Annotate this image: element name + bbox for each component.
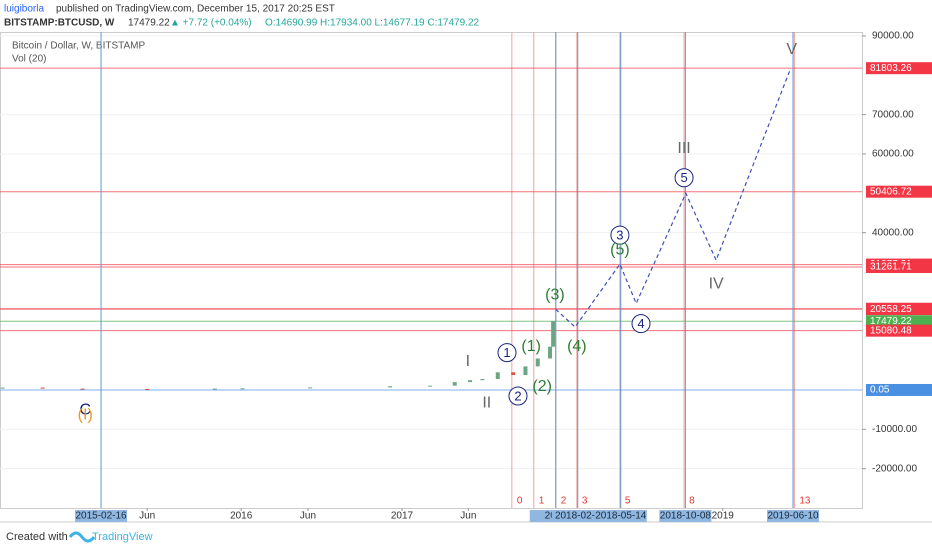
x-tick-label: Jun xyxy=(300,511,316,522)
wave-label: 2 xyxy=(514,388,521,403)
volume-label: Vol (20) xyxy=(12,54,46,65)
candle xyxy=(535,358,540,367)
candle xyxy=(511,372,516,376)
price-level-label: 17479.22 xyxy=(870,316,912,327)
wave-label: (2) xyxy=(532,378,552,395)
candle xyxy=(388,386,393,388)
wave-label: (1) xyxy=(521,338,541,355)
change: ▲ +7.72 (+0.04%) xyxy=(170,18,252,29)
candle xyxy=(80,388,85,390)
price-level-label: 0.05 xyxy=(870,385,890,396)
x-tick-label: 2019 xyxy=(712,511,735,522)
candle xyxy=(548,346,553,359)
y-tick-label: 60000.00 xyxy=(872,149,914,160)
date-label: 2018-10-08 xyxy=(660,511,712,522)
fib-time-label: 5 xyxy=(625,496,631,507)
wave-label: V xyxy=(786,41,797,58)
date-tag xyxy=(767,510,820,522)
candle xyxy=(40,387,45,389)
fib-time-label: 1 xyxy=(539,496,545,507)
price-level-tag xyxy=(866,315,932,328)
x-tick-label: Jun xyxy=(460,511,476,522)
wave-circle xyxy=(631,314,651,334)
candle xyxy=(551,321,556,347)
x-tick-label: 2016 xyxy=(230,511,253,522)
price-level-tag xyxy=(866,383,932,396)
candle xyxy=(495,372,500,379)
candle xyxy=(212,388,217,390)
fib-time-label: 2 xyxy=(561,496,567,507)
candle xyxy=(523,366,528,376)
candle xyxy=(428,385,433,387)
projection-path xyxy=(555,71,791,328)
candle xyxy=(0,387,5,389)
published: published on TradingView.com, December 1… xyxy=(56,4,335,15)
wave-circle xyxy=(610,225,630,245)
date-label: 2018-02-0 xyxy=(555,511,601,522)
wave-label: 1 xyxy=(503,345,510,360)
brand[interactable]: TradingView xyxy=(92,531,153,543)
y-tick-label: 90000.00 xyxy=(872,31,914,42)
candle xyxy=(452,382,457,386)
wave-circle xyxy=(674,168,694,188)
candle xyxy=(468,380,473,383)
wave-label: III xyxy=(677,140,690,157)
price-level-tag xyxy=(866,185,932,198)
y-tick-label: -10000.00 xyxy=(872,424,917,435)
wave-label: 4 xyxy=(637,316,644,331)
date-tag xyxy=(659,510,712,522)
x-tick-label: Jun xyxy=(139,511,155,522)
author[interactable]: luigiborla xyxy=(4,4,44,15)
price-level-label: 20558.25 xyxy=(870,304,912,315)
wave-circle xyxy=(508,386,528,406)
chart-title: Bitcoin / Dollar, W, BITSTAMP xyxy=(12,41,146,52)
wave-circle xyxy=(497,343,517,363)
date-label: 2015-02-16 xyxy=(75,511,127,522)
wave-label: I xyxy=(466,353,470,370)
candle xyxy=(145,389,150,390)
wave-label: 3 xyxy=(616,228,623,243)
wave-label: (3) xyxy=(545,287,565,304)
price-level-label: 81803.26 xyxy=(870,63,912,74)
candle xyxy=(480,378,485,381)
plot-frame xyxy=(0,32,863,509)
date-label: 2018-05-14 xyxy=(595,511,647,522)
wave-label: II xyxy=(482,394,491,411)
brand-logo xyxy=(68,531,96,543)
price-level-label: 15080.48 xyxy=(870,325,912,336)
fib-time-label: 3 xyxy=(582,496,588,507)
wave-label: IV xyxy=(709,276,724,293)
date-label: 2019-06-10 xyxy=(767,511,819,522)
created-with: Created with xyxy=(6,531,68,543)
fib-time-label: 8 xyxy=(689,496,695,507)
price-level-tag xyxy=(866,324,932,337)
price-level-tag xyxy=(866,62,932,75)
candle xyxy=(240,388,245,390)
ohlc: O:14690.99 H:17934.00 L:14677.19 C:17479… xyxy=(265,18,480,29)
fib-time-label: 13 xyxy=(799,496,811,507)
price-level-label: 50406.72 xyxy=(870,186,912,197)
wave-label: 5 xyxy=(680,170,687,185)
wave-label: (5) xyxy=(610,241,630,258)
date-tag xyxy=(551,510,604,522)
y-tick-label: 40000.00 xyxy=(872,227,914,238)
wave-label: (4) xyxy=(567,338,587,355)
price-level-label: 31261.71 xyxy=(870,262,912,273)
price-level-tag xyxy=(866,261,932,274)
y-tick-label: -20000.00 xyxy=(872,463,917,474)
wave-label: C xyxy=(79,401,91,418)
symbol: BITSTAMP:BTCUSD, W xyxy=(4,18,115,29)
y-tick-label: 70000.00 xyxy=(872,109,914,120)
price-level-tag xyxy=(866,303,932,316)
wave-label: (I) xyxy=(78,406,93,423)
x-tick-label: 2017 xyxy=(391,511,414,522)
date-tag xyxy=(75,510,128,522)
fib-time-label: 0 xyxy=(517,496,523,507)
candle xyxy=(308,387,313,389)
last-price: 17479.22 xyxy=(128,18,170,29)
date-tag xyxy=(594,510,647,522)
